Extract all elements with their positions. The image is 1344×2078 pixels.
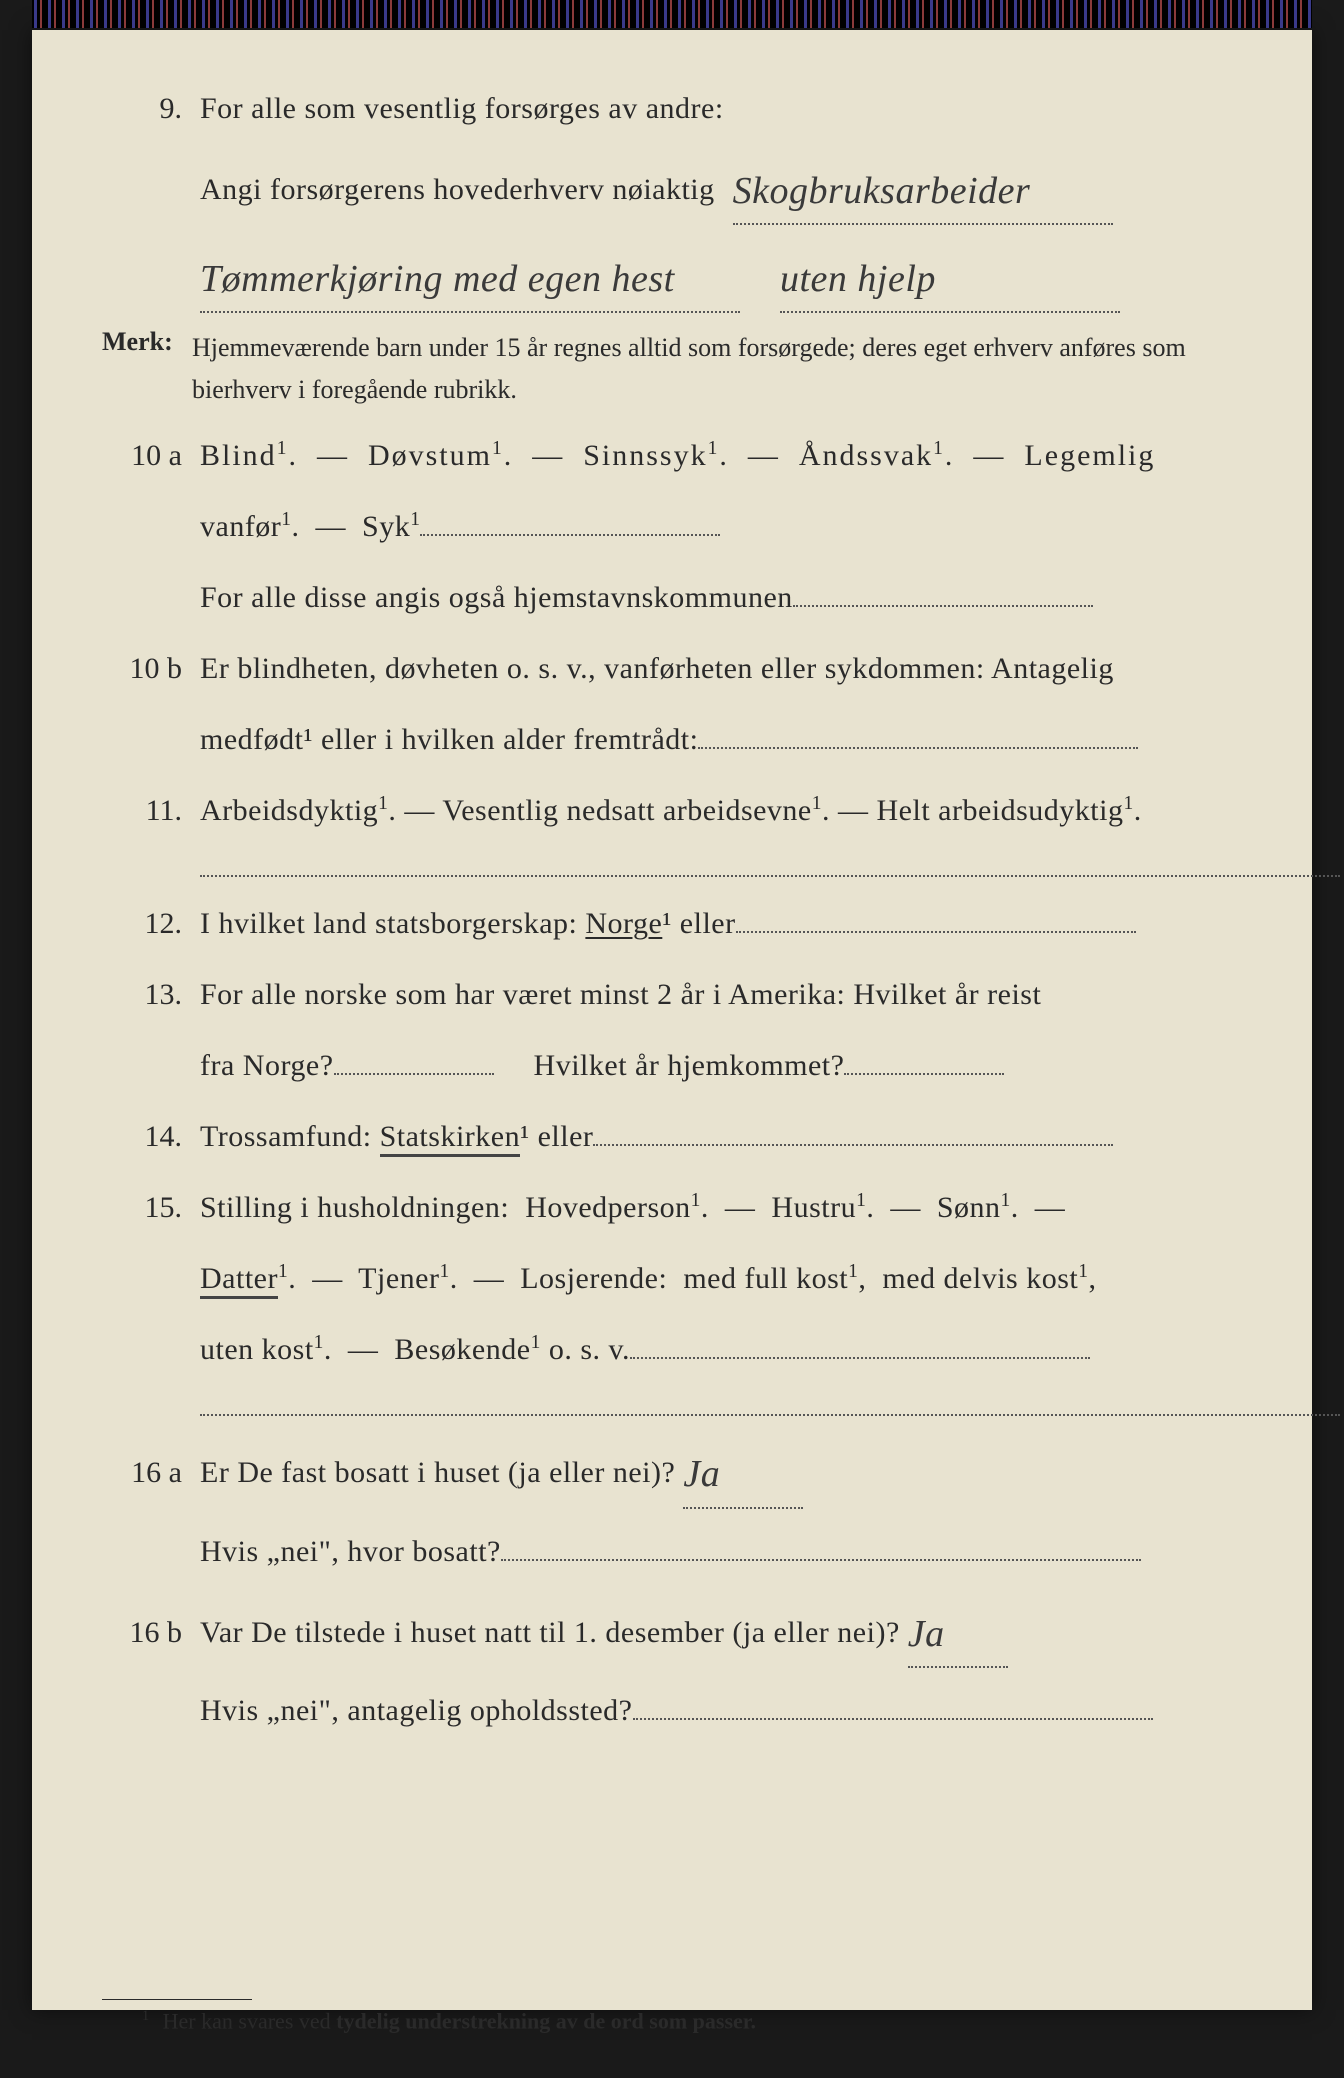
q10b-text2: medfødt¹ eller i hvilken alder fremtrådt…	[200, 723, 698, 756]
q10a-number: 10 a	[102, 427, 200, 484]
q16a-line2: Hvis „nei", hvor bosatt?	[102, 1523, 1242, 1580]
q12-text-b: ¹ eller	[662, 907, 735, 940]
q13-line2: fra Norge? Hvilket år hjemkommet?	[102, 1037, 1242, 1094]
q12: 12. I hvilket land statsborgerskap: Norg…	[102, 895, 1242, 952]
q16a-label: Er De fast bosatt i huset (ja eller nei)…	[200, 1456, 675, 1489]
q9-heading: For alle som vesentlig forsørges av andr…	[200, 80, 1242, 137]
q13-number: 13.	[102, 966, 200, 1023]
q11-number: 11.	[102, 782, 200, 839]
q9-answer-2b: uten hjelp	[780, 258, 936, 300]
q10a-line1: 10 a Blind1. — Døvstum1. — Sinnssyk1. — …	[102, 427, 1242, 484]
footnote-bold: tydelig understrekning av de ord som pas…	[336, 2008, 756, 2033]
q15-number: 15.	[102, 1179, 200, 1236]
q13-line1: 13. For alle norske som har været minst …	[102, 966, 1242, 1023]
q11: 11. Arbeidsdyktig1. — Vesentlig nedsatt …	[102, 782, 1242, 839]
film-edge	[32, 0, 1312, 28]
footnote: 1 Her kan svares ved tydelig understrekn…	[102, 2008, 1242, 2034]
q15-text1: Stilling i husholdningen: Hovedperson1. …	[200, 1179, 1242, 1236]
q16b-line2: Hvis „nei", antagelig opholdssted?	[102, 1682, 1242, 1739]
q9-line2: Angi forsørgerens hovederhverv nøiaktig …	[102, 151, 1242, 225]
q9-number: 9.	[102, 80, 200, 137]
q15-line2: Datter1. — Tjener1. — Losjerende: med fu…	[102, 1250, 1242, 1307]
footnote-text-a: Her kan svares ved	[163, 2008, 337, 2033]
q12-text-a: I hvilket land statsborgerskap:	[200, 907, 585, 940]
q10a-line2: vanfør1. — Syk1	[102, 498, 1242, 555]
q9-answer-2a: Tømmerkjøring med egen hest	[200, 258, 675, 300]
merk-note: Merk: Hjemmeværende barn under 15 år reg…	[102, 327, 1242, 410]
q10a-line3: For alle disse angis også hjemstavnskomm…	[102, 569, 1242, 626]
q10b-line2: medfødt¹ eller i hvilken alder fremtrådt…	[102, 711, 1242, 768]
q16b-label: Var De tilstede i huset natt til 1. dese…	[200, 1616, 900, 1649]
footnote-rule	[102, 1999, 252, 2000]
q16b-number: 16 b	[102, 1604, 200, 1661]
q10a-home-label: For alle disse angis også hjemstavnskomm…	[200, 581, 793, 614]
q16b-line1: 16 b Var De tilstede i huset natt til 1.…	[102, 1594, 1242, 1668]
q10a-text1: Blind1. — Døvstum1. — Sinnssyk1. — Åndss…	[200, 427, 1242, 484]
q16b-text2: Hvis „nei", antagelig opholdssted?	[200, 1694, 633, 1727]
q10b-line1: 10 b Er blindheten, døvheten o. s. v., v…	[102, 640, 1242, 697]
merk-label: Merk:	[102, 327, 192, 410]
q13-text1: For alle norske som har været minst 2 år…	[200, 966, 1242, 1023]
q14-number: 14.	[102, 1108, 200, 1165]
q9-line1: 9. For alle som vesentlig forsørges av a…	[102, 80, 1242, 137]
q16a-number: 16 a	[102, 1444, 200, 1501]
q10b-number: 10 b	[102, 640, 200, 697]
footnote-marker: 1	[142, 2008, 149, 2024]
q15-datter: Datter	[200, 1262, 278, 1299]
q14-text-b: ¹ eller	[520, 1120, 593, 1153]
q15-line1: 15. Stilling i husholdningen: Hovedperso…	[102, 1179, 1242, 1236]
q12-number: 12.	[102, 895, 200, 952]
q13-text2b: Hvilket år hjemkommet?	[534, 1049, 845, 1082]
q14: 14. Trossamfund: Statskirken¹ eller	[102, 1108, 1242, 1165]
q9-line3: Tømmerkjøring med egen hest uten hjelp	[102, 239, 1242, 313]
q14-text-a: Trossamfund:	[200, 1120, 380, 1153]
q12-norge: Norge	[585, 907, 662, 940]
q15-blank	[200, 1392, 1340, 1416]
q13-text2a: fra Norge?	[200, 1049, 334, 1082]
census-form-page: 9. For alle som vesentlig forsørges av a…	[32, 30, 1312, 2010]
q16b-answer: Ja	[908, 1613, 945, 1655]
q11-blank	[200, 853, 1340, 877]
merk-text: Hjemmeværende barn under 15 år regnes al…	[192, 327, 1242, 410]
q9-label: Angi forsørgerens hovederhverv nøiaktig	[200, 173, 715, 206]
q16a-answer: Ja	[683, 1453, 720, 1495]
q16a-line1: 16 a Er De fast bosatt i huset (ja eller…	[102, 1434, 1242, 1508]
q14-statskirken: Statskirken	[380, 1120, 521, 1157]
q10b-text1: Er blindheten, døvheten o. s. v., vanfør…	[200, 640, 1242, 697]
q15-line3: uten kost1. — Besøkende1 o. s. v.	[102, 1321, 1242, 1378]
q11-text: Arbeidsdyktig1. — Vesentlig nedsatt arbe…	[200, 782, 1242, 839]
q9-answer-1: Skogbruksarbeider	[733, 170, 1031, 212]
q16a-text2: Hvis „nei", hvor bosatt?	[200, 1535, 501, 1568]
